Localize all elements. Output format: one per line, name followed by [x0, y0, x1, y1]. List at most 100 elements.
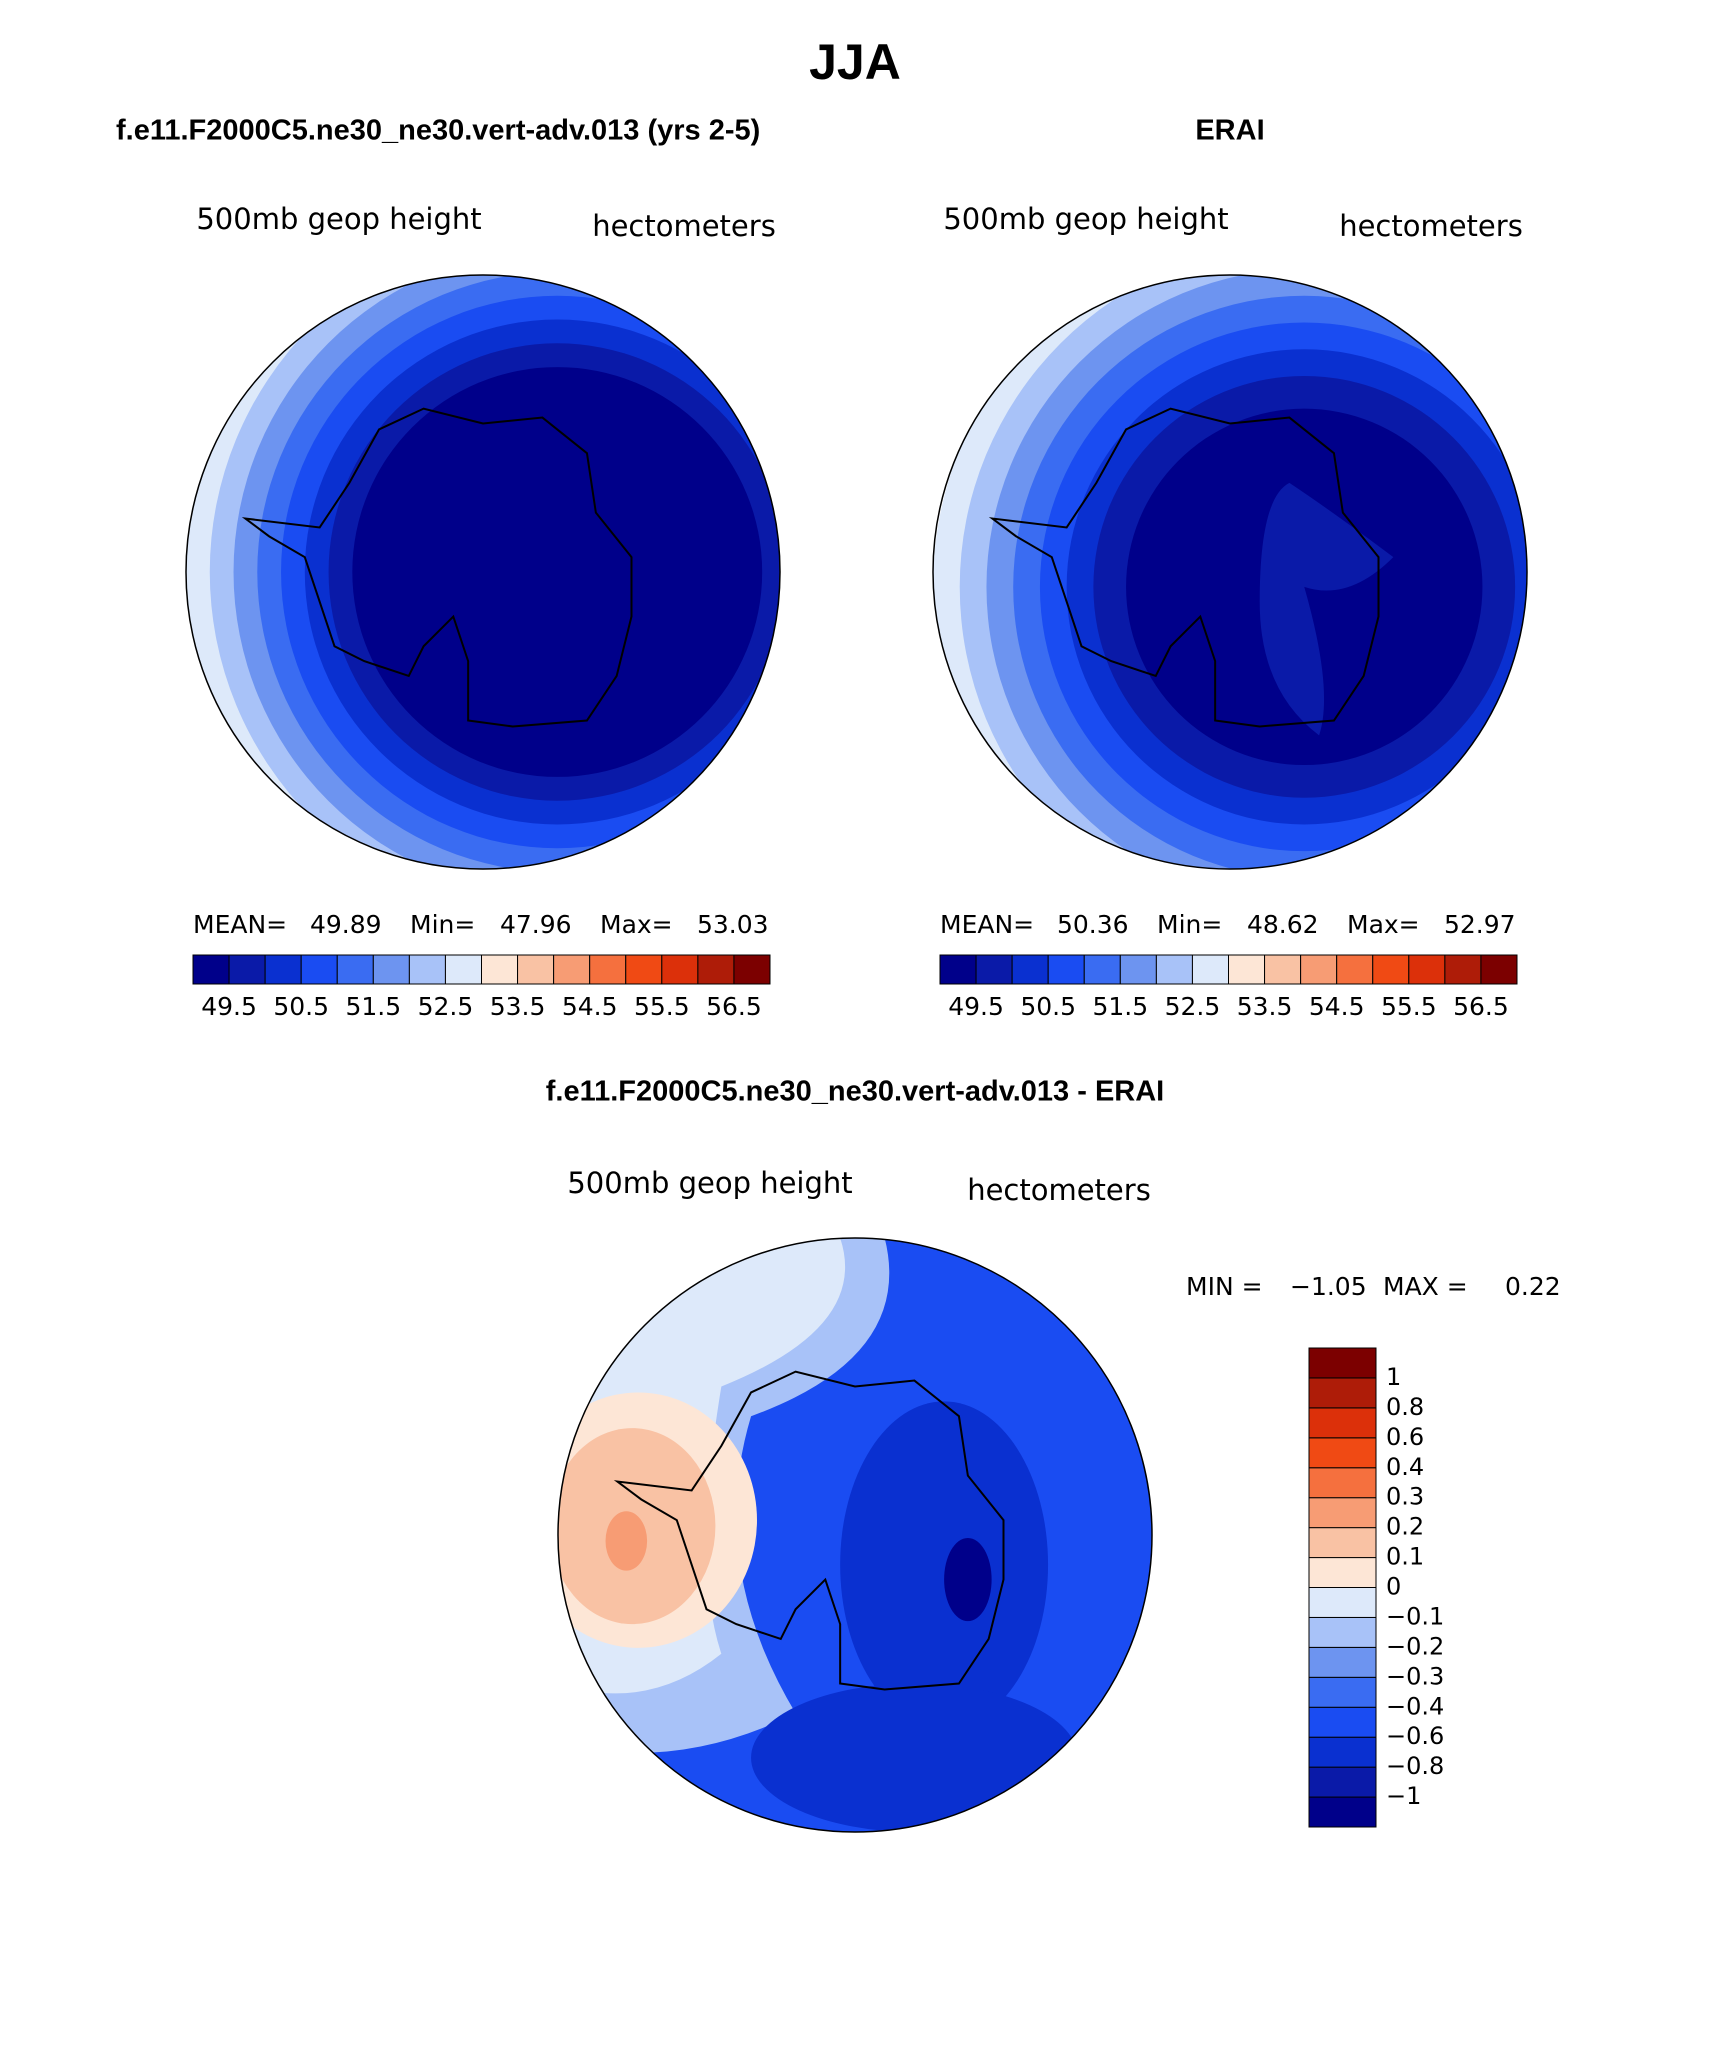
stat-label: Min= — [1157, 910, 1222, 939]
stat-value: 50.36 — [1057, 910, 1129, 939]
colorbar-label: 56.5 — [706, 992, 762, 1021]
colorbar-box — [1480, 954, 1518, 985]
colorbar-box — [1308, 1347, 1377, 1379]
colorbar-box — [1308, 1527, 1377, 1559]
colorbar-label: 53.5 — [490, 992, 546, 1021]
stat-value: 49.89 — [310, 910, 382, 939]
stat-label: MIN = — [1186, 1272, 1263, 1301]
stat-label: Min= — [410, 910, 475, 939]
colorbar-label: 53.5 — [1237, 992, 1293, 1021]
colorbar-box — [1300, 954, 1338, 985]
map — [558, 1238, 1152, 1832]
colorbar-label: 51.5 — [1092, 992, 1148, 1021]
units-label: hectometers — [967, 1173, 1151, 1207]
colorbar-label: 56.5 — [1453, 992, 1509, 1021]
colorbar-box — [939, 954, 977, 985]
panel-title: f.e11.F2000C5.ne30_ne30.vert-adv.013 (yr… — [116, 115, 760, 147]
colorbar-label: −1 — [1386, 1782, 1421, 1810]
units-label: hectometers — [1339, 209, 1523, 243]
colorbar-label: 0.4 — [1386, 1453, 1424, 1481]
colorbar-box — [589, 954, 627, 985]
colorbar-label: 52.5 — [1165, 992, 1221, 1021]
colorbar-label: −0.6 — [1386, 1722, 1444, 1750]
colorbar-box — [1308, 1616, 1377, 1648]
colorbar-box — [264, 954, 302, 985]
colorbar-box — [1308, 1467, 1377, 1499]
colorbar-box — [1228, 954, 1266, 985]
colorbar-box — [553, 954, 591, 985]
units-label: hectometers — [592, 209, 776, 243]
colorbar-box — [1011, 954, 1049, 985]
colorbar-box — [1308, 1766, 1377, 1798]
colorbar-box — [1308, 1497, 1377, 1529]
coastline — [241, 407, 633, 728]
colorbar-label: 55.5 — [634, 992, 690, 1021]
colorbar-box — [1308, 1377, 1377, 1409]
colorbar-label: −0.2 — [1386, 1632, 1444, 1660]
colorbar-label: 0.8 — [1386, 1393, 1424, 1421]
stat-label: Max= — [600, 910, 673, 939]
stat-value: 47.96 — [500, 910, 572, 939]
stat-label: MAX = — [1383, 1272, 1468, 1301]
colorbar-box — [697, 954, 735, 985]
colorbar-box — [1308, 1736, 1377, 1768]
colorbar-label: 49.5 — [201, 992, 257, 1021]
map — [186, 275, 780, 869]
field-label: 500mb geop height — [567, 1166, 852, 1200]
colorbar-box — [481, 954, 519, 985]
colorbar-box — [1308, 1646, 1377, 1678]
panel-title: ERAI — [1195, 115, 1264, 147]
colorbar-box — [1336, 954, 1374, 985]
colorbar-box — [1308, 1676, 1377, 1708]
colorbar-label: 52.5 — [418, 992, 474, 1021]
colorbar-box — [372, 954, 410, 985]
stat-value: −1.05 — [1290, 1272, 1367, 1301]
stat-value: 52.97 — [1444, 910, 1516, 939]
panel-title: f.e11.F2000C5.ne30_ne30.vert-adv.013 - E… — [546, 1076, 1164, 1108]
colorbar-label: 0.3 — [1386, 1483, 1424, 1511]
colorbar-box — [1408, 954, 1446, 985]
field-label: 500mb geop height — [943, 202, 1228, 236]
colorbar-box — [1119, 954, 1157, 985]
colorbar-box — [1372, 954, 1410, 985]
contour-band — [944, 1537, 992, 1622]
map — [933, 275, 1527, 869]
contour-band — [605, 1511, 648, 1571]
colorbar-label: 0.2 — [1386, 1513, 1424, 1541]
colorbar-label: 51.5 — [345, 992, 401, 1021]
colorbar-box — [192, 954, 230, 985]
colorbar-box — [336, 954, 374, 985]
colorbar-box — [228, 954, 266, 985]
colorbar-box — [975, 954, 1013, 985]
colorbar-box — [1047, 954, 1085, 985]
colorbar-box — [1308, 1587, 1377, 1618]
colorbar-label: 0.1 — [1386, 1543, 1424, 1571]
map-border — [185, 274, 781, 870]
colorbar-box — [1155, 954, 1193, 985]
stat-value: 0.22 — [1505, 1272, 1561, 1301]
colorbar-box — [1308, 1407, 1377, 1439]
contour-band — [1259, 482, 1394, 736]
colorbar-label: 50.5 — [273, 992, 329, 1021]
contour-band — [751, 1683, 1078, 1832]
stat-label: Max= — [1347, 910, 1420, 939]
contour-band — [840, 1401, 1049, 1729]
map-border — [557, 1237, 1153, 1833]
stat-label: MEAN= — [193, 910, 287, 939]
colorbar-label: 54.5 — [562, 992, 618, 1021]
colorbar-label: −0.4 — [1386, 1692, 1444, 1720]
colorbar-box — [625, 954, 663, 985]
field-label: 500mb geop height — [196, 202, 481, 236]
colorbar-box — [661, 954, 699, 985]
coastline — [613, 1370, 1005, 1691]
colorbar-box — [1308, 1796, 1377, 1828]
colorbar-box — [1308, 1557, 1377, 1588]
colorbar-label: 54.5 — [1309, 992, 1365, 1021]
colorbar-label: 1 — [1386, 1363, 1401, 1391]
colorbar-box — [1308, 1706, 1377, 1738]
colorbar-label: −0.3 — [1386, 1662, 1444, 1690]
colorbar-label: 49.5 — [948, 992, 1004, 1021]
colorbar-box — [1083, 954, 1121, 985]
stat-label: MEAN= — [940, 910, 1034, 939]
